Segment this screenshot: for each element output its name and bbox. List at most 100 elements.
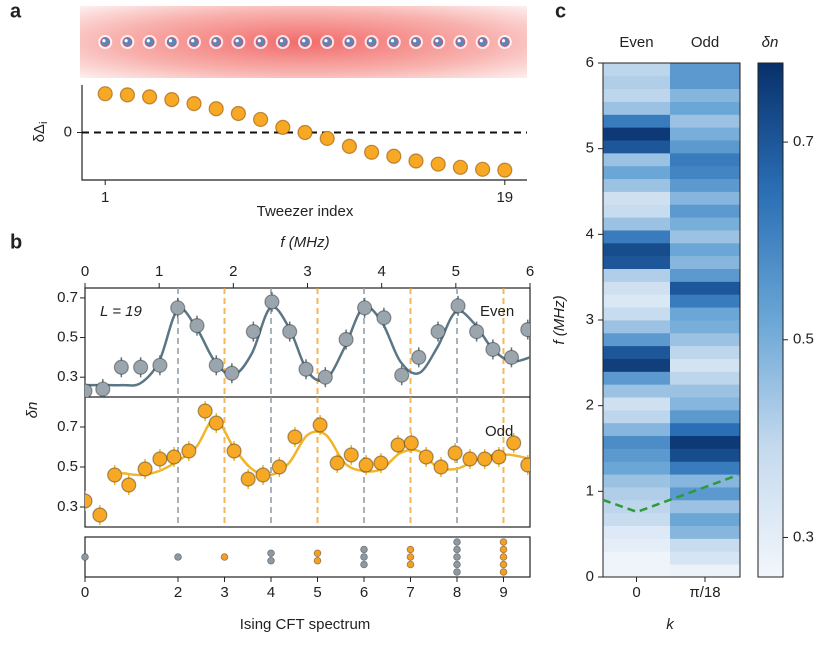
atom: [388, 37, 399, 47]
spectrum-state: [499, 568, 508, 576]
column-label: Odd: [691, 34, 719, 51]
heatmap-cell: [670, 255, 740, 269]
column-label: Even: [619, 34, 653, 51]
atom: [322, 37, 333, 47]
heatmap-cell: [670, 371, 740, 385]
atom: [255, 37, 266, 47]
heatmap-cell: [670, 538, 740, 552]
heatmap-cell: [603, 127, 670, 141]
atom: [366, 37, 377, 47]
spectrum-state: [453, 560, 461, 569]
heatmap-cell: [603, 307, 670, 321]
spectrum-state: [406, 560, 415, 569]
point: [390, 437, 406, 453]
atom: [189, 37, 199, 47]
point: [462, 451, 478, 467]
subplot-label: Even: [480, 303, 514, 320]
y-axis-label: f (MHz): [551, 295, 568, 344]
point: [119, 87, 136, 103]
spectrum-state: [453, 545, 461, 554]
point: [298, 361, 314, 377]
point: [152, 451, 168, 467]
point: [85, 493, 93, 509]
heatmap-cell: [670, 564, 740, 578]
point: [186, 96, 202, 112]
heatmap-cell: [603, 217, 670, 231]
heatmap-cell: [603, 165, 670, 180]
heatmap-cell: [670, 101, 740, 115]
atom-highlight: [124, 39, 128, 43]
atom: [300, 37, 310, 47]
heatmap-cell: [670, 474, 740, 488]
atom-array: [98, 35, 512, 49]
point: [287, 429, 303, 445]
spectrum-state: [81, 553, 89, 561]
heatmap-cell: [670, 165, 740, 180]
atom-highlight: [324, 39, 328, 43]
point: [394, 367, 410, 383]
heatmap-cell: [670, 320, 740, 334]
point: [430, 324, 446, 340]
point: [312, 417, 328, 433]
y-tick-label: 0.7: [57, 289, 78, 306]
point: [475, 161, 491, 177]
y-tick-label: 3: [586, 311, 594, 328]
heatmap-cell: [603, 422, 670, 437]
colorbar-tick-label: 0.5: [793, 331, 814, 348]
atom-highlight: [368, 39, 372, 43]
heatmap-cell: [603, 281, 670, 295]
panel-letter: b: [10, 231, 22, 253]
x-tick-label: 6: [526, 263, 534, 280]
spectrum-state: [499, 545, 508, 554]
point: [197, 403, 213, 419]
heatmap-cell: [603, 525, 670, 539]
point: [264, 294, 280, 310]
y-tick-label: 0.7: [57, 418, 78, 435]
heatmap-cell: [603, 487, 670, 501]
heatmap-cell: [670, 512, 740, 526]
atom: [411, 37, 421, 47]
point: [245, 324, 261, 340]
heatmap-cell: [670, 204, 740, 218]
heatmap-cell: [603, 63, 670, 77]
heatmap-cell: [603, 204, 670, 218]
atom-highlight: [501, 39, 506, 43]
x-tick-label: 1: [155, 263, 163, 280]
y-tick-label: 6: [586, 54, 594, 71]
x-tick-label: 2: [174, 584, 182, 601]
point: [208, 357, 224, 373]
spectrum-state: [453, 568, 461, 576]
point: [121, 477, 137, 493]
heatmap-cell: [603, 474, 670, 488]
heatmap-cell: [603, 358, 670, 372]
x-tick-label: 3: [303, 263, 311, 280]
colorbar-tick-label: 0.3: [793, 528, 814, 545]
point: [166, 449, 182, 465]
heatmap-cell: [603, 152, 670, 167]
heatmap-cell: [603, 461, 670, 475]
point: [447, 445, 463, 461]
point: [181, 443, 197, 459]
heatmap-cell: [603, 332, 670, 347]
heatmap-cell: [670, 499, 740, 514]
point: [520, 322, 530, 338]
heatmap-cell: [603, 178, 670, 192]
heatmap-cell: [603, 140, 670, 154]
y-tick-label: 5: [586, 140, 594, 157]
plot-frame: [84, 287, 531, 528]
y-axis-label: δΔi: [31, 122, 50, 143]
point: [485, 341, 501, 358]
point: [317, 369, 333, 385]
atom: [122, 37, 133, 47]
atom: [433, 37, 444, 47]
heatmap-cell: [670, 230, 740, 244]
spectrum-state: [313, 549, 322, 558]
y-axis-label-main: δΔ: [31, 124, 48, 142]
atom-highlight: [457, 39, 461, 43]
spectrum-state: [406, 553, 415, 561]
point: [341, 138, 357, 154]
atom: [499, 37, 510, 47]
atom-highlight: [102, 39, 106, 43]
point: [142, 89, 158, 105]
